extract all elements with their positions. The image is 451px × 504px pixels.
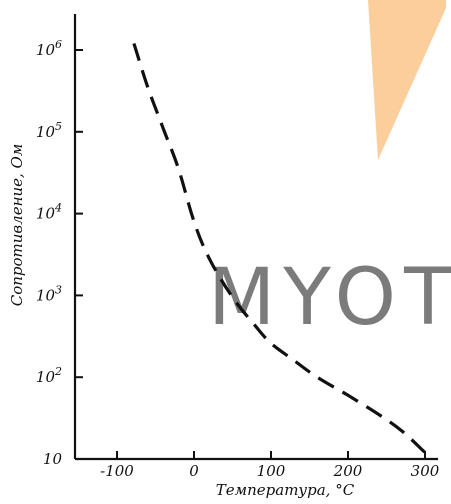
watermark-text: MYOT	[208, 253, 451, 343]
x-axis-label: Температура, °C	[216, 481, 355, 499]
x-tick-label: 100	[257, 462, 286, 480]
x-tick-label: 300	[411, 462, 440, 480]
y-tick-label: 103	[36, 283, 62, 304]
watermark: MYOT	[208, 0, 451, 343]
y-tick-label: 10	[43, 450, 63, 468]
y-tick-label: 104	[36, 202, 62, 223]
y-tick-label: 105	[36, 120, 62, 141]
data-point	[177, 167, 181, 171]
x-tick-label: -100	[100, 462, 134, 480]
x-tick-label: 200	[333, 462, 363, 480]
y-axis-label: Сопротивление, Ом	[8, 144, 26, 307]
data-point	[192, 220, 196, 224]
watermark-accent-shape	[368, 0, 446, 160]
y-tick-label: 102	[36, 365, 62, 386]
x-ticks: -100 0 100 200 300	[100, 451, 440, 480]
y-tick-label: 106	[36, 38, 62, 59]
x-tick-label: 0	[189, 462, 199, 480]
